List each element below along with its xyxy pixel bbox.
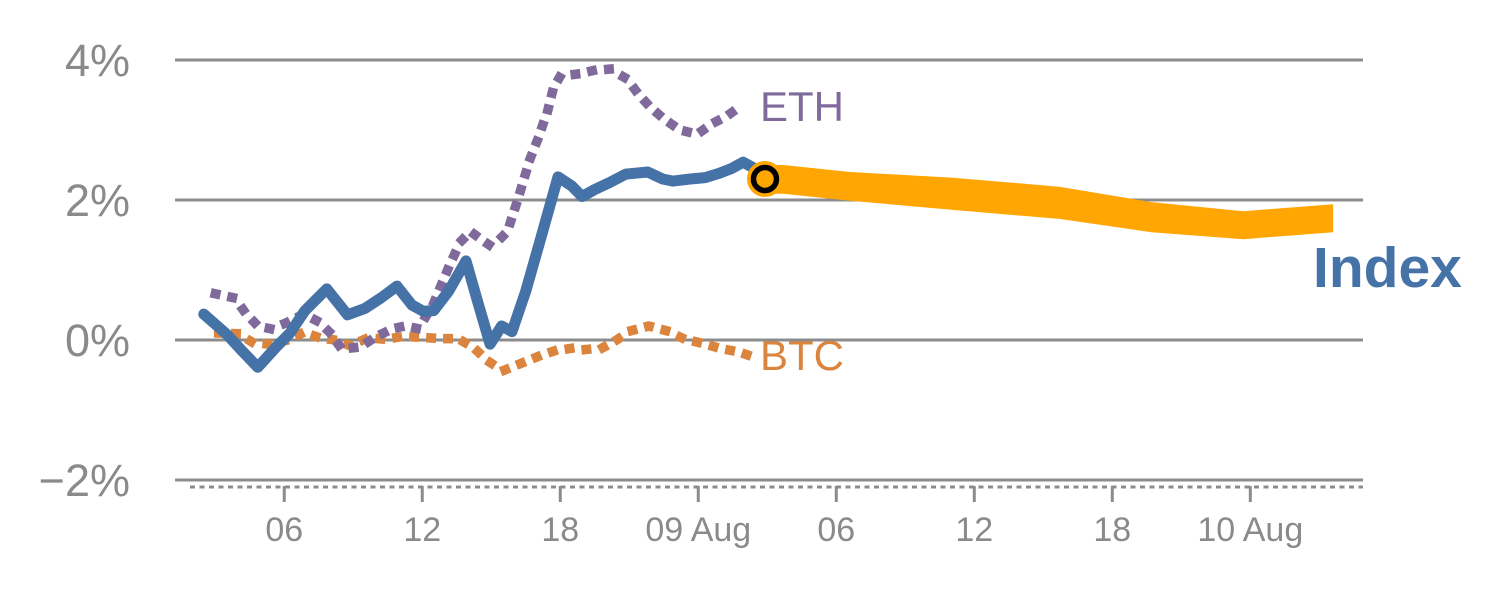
x-axis-label: 12 bbox=[403, 511, 441, 549]
x-axis-label: 06 bbox=[817, 511, 855, 549]
y-axis-label: 2% bbox=[65, 175, 130, 226]
y-axis-label: 4% bbox=[65, 35, 130, 86]
y-axis-label: −2% bbox=[39, 455, 130, 506]
series-label-eth: ETH bbox=[760, 83, 844, 130]
series-label-index: Index bbox=[1313, 236, 1462, 300]
series-line-eth[interactable] bbox=[209, 64, 750, 354]
labels-layer: 4% 2% 0% −2% ETH BTC Index bbox=[39, 35, 1463, 506]
x-axis-label: 09 Aug bbox=[645, 511, 751, 549]
forecast-endpoint-marker-ring bbox=[750, 164, 780, 194]
x-axis-layer: 06 12 18 09 Aug 06 12 18 10 Aug bbox=[190, 485, 1363, 549]
series-label-btc: BTC bbox=[760, 332, 844, 379]
x-axis-label: 12 bbox=[955, 511, 993, 549]
series-line-btc[interactable] bbox=[213, 321, 763, 376]
x-axis-label: 18 bbox=[541, 511, 579, 549]
x-axis-label: 18 bbox=[1093, 511, 1131, 549]
x-axis-label: 06 bbox=[265, 511, 303, 549]
y-axis-label: 0% bbox=[65, 315, 130, 366]
forecast-band[interactable] bbox=[765, 165, 1334, 240]
x-axis-label: 10 Aug bbox=[1197, 511, 1303, 549]
series-layer bbox=[198, 64, 783, 376]
series-line-index[interactable] bbox=[198, 156, 771, 373]
forecast-layer bbox=[765, 165, 1334, 240]
